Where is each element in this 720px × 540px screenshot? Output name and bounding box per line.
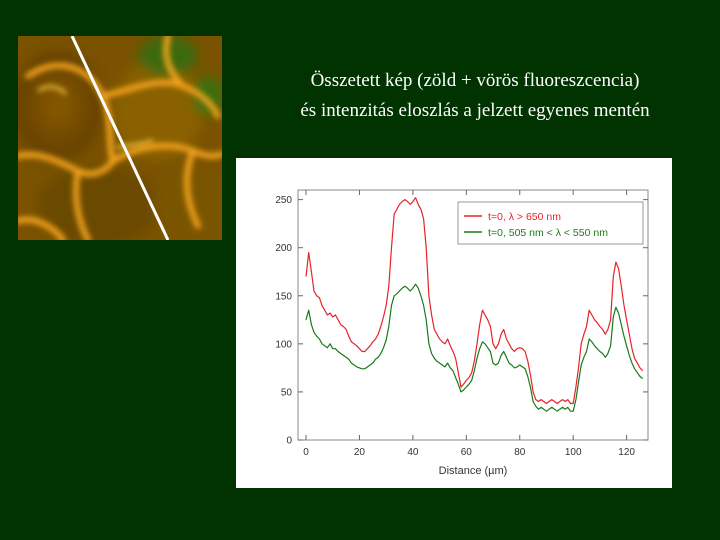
- y-tick-label: 0: [286, 436, 292, 447]
- x-tick-label: 0: [303, 447, 309, 458]
- intensity-chart: 0 50 100 150 200 250 0 20 40 60 80 100 120 t=0, λ >…: [236, 158, 672, 488]
- series-line-0: [305, 197, 644, 405]
- slide-title: Összetett kép (zöld + vörös fluoreszcenc…: [240, 66, 710, 126]
- legend-label-1: t=0, 505 nm < λ < 550 nm: [488, 227, 608, 239]
- y-tick-label: 200: [275, 243, 292, 254]
- title-line-1: Összetett kép (zöld + vörös fluoreszcenc…: [310, 70, 640, 91]
- title-line-2: és intenzitás eloszlás a jelzett egyenes…: [300, 100, 650, 121]
- fluorescence-micrograph: [13, 33, 233, 246]
- legend: t=0, λ > 650 nm t=0, 505 nm < λ < 550 nm: [457, 201, 644, 245]
- series-layer: [305, 197, 644, 412]
- x-axis-title: Distance (µm): [439, 465, 508, 477]
- x-tick-label: 60: [461, 447, 473, 458]
- micrograph-svg: [13, 33, 233, 246]
- chart-svg: 0 50 100 150 200 250 0 20 40 60 80 100 120 t=0, λ >…: [275, 189, 649, 477]
- y-axis: 0 50 100 150 200 250: [275, 195, 648, 447]
- legend-label-0: t=0, λ > 650 nm: [488, 211, 561, 223]
- y-tick-label: 50: [281, 387, 293, 398]
- x-tick-label: 20: [354, 447, 366, 458]
- y-tick-label: 100: [275, 339, 292, 350]
- x-axis: 0 20 40 60 80 100 120: [303, 190, 635, 458]
- micrograph-membranes: [15, 33, 225, 243]
- micrograph-bright-spots: [37, 85, 154, 150]
- legend-box: [457, 201, 644, 245]
- x-tick-label: 80: [514, 447, 526, 458]
- x-tick-label: 120: [618, 447, 635, 458]
- x-tick-label: 100: [565, 447, 582, 458]
- x-tick-label: 40: [407, 447, 419, 458]
- series-line-1: [305, 283, 644, 412]
- scan-line: [70, 35, 170, 241]
- plot-frame: [297, 189, 649, 441]
- y-tick-label: 250: [275, 195, 292, 206]
- y-tick-label: 150: [275, 291, 292, 302]
